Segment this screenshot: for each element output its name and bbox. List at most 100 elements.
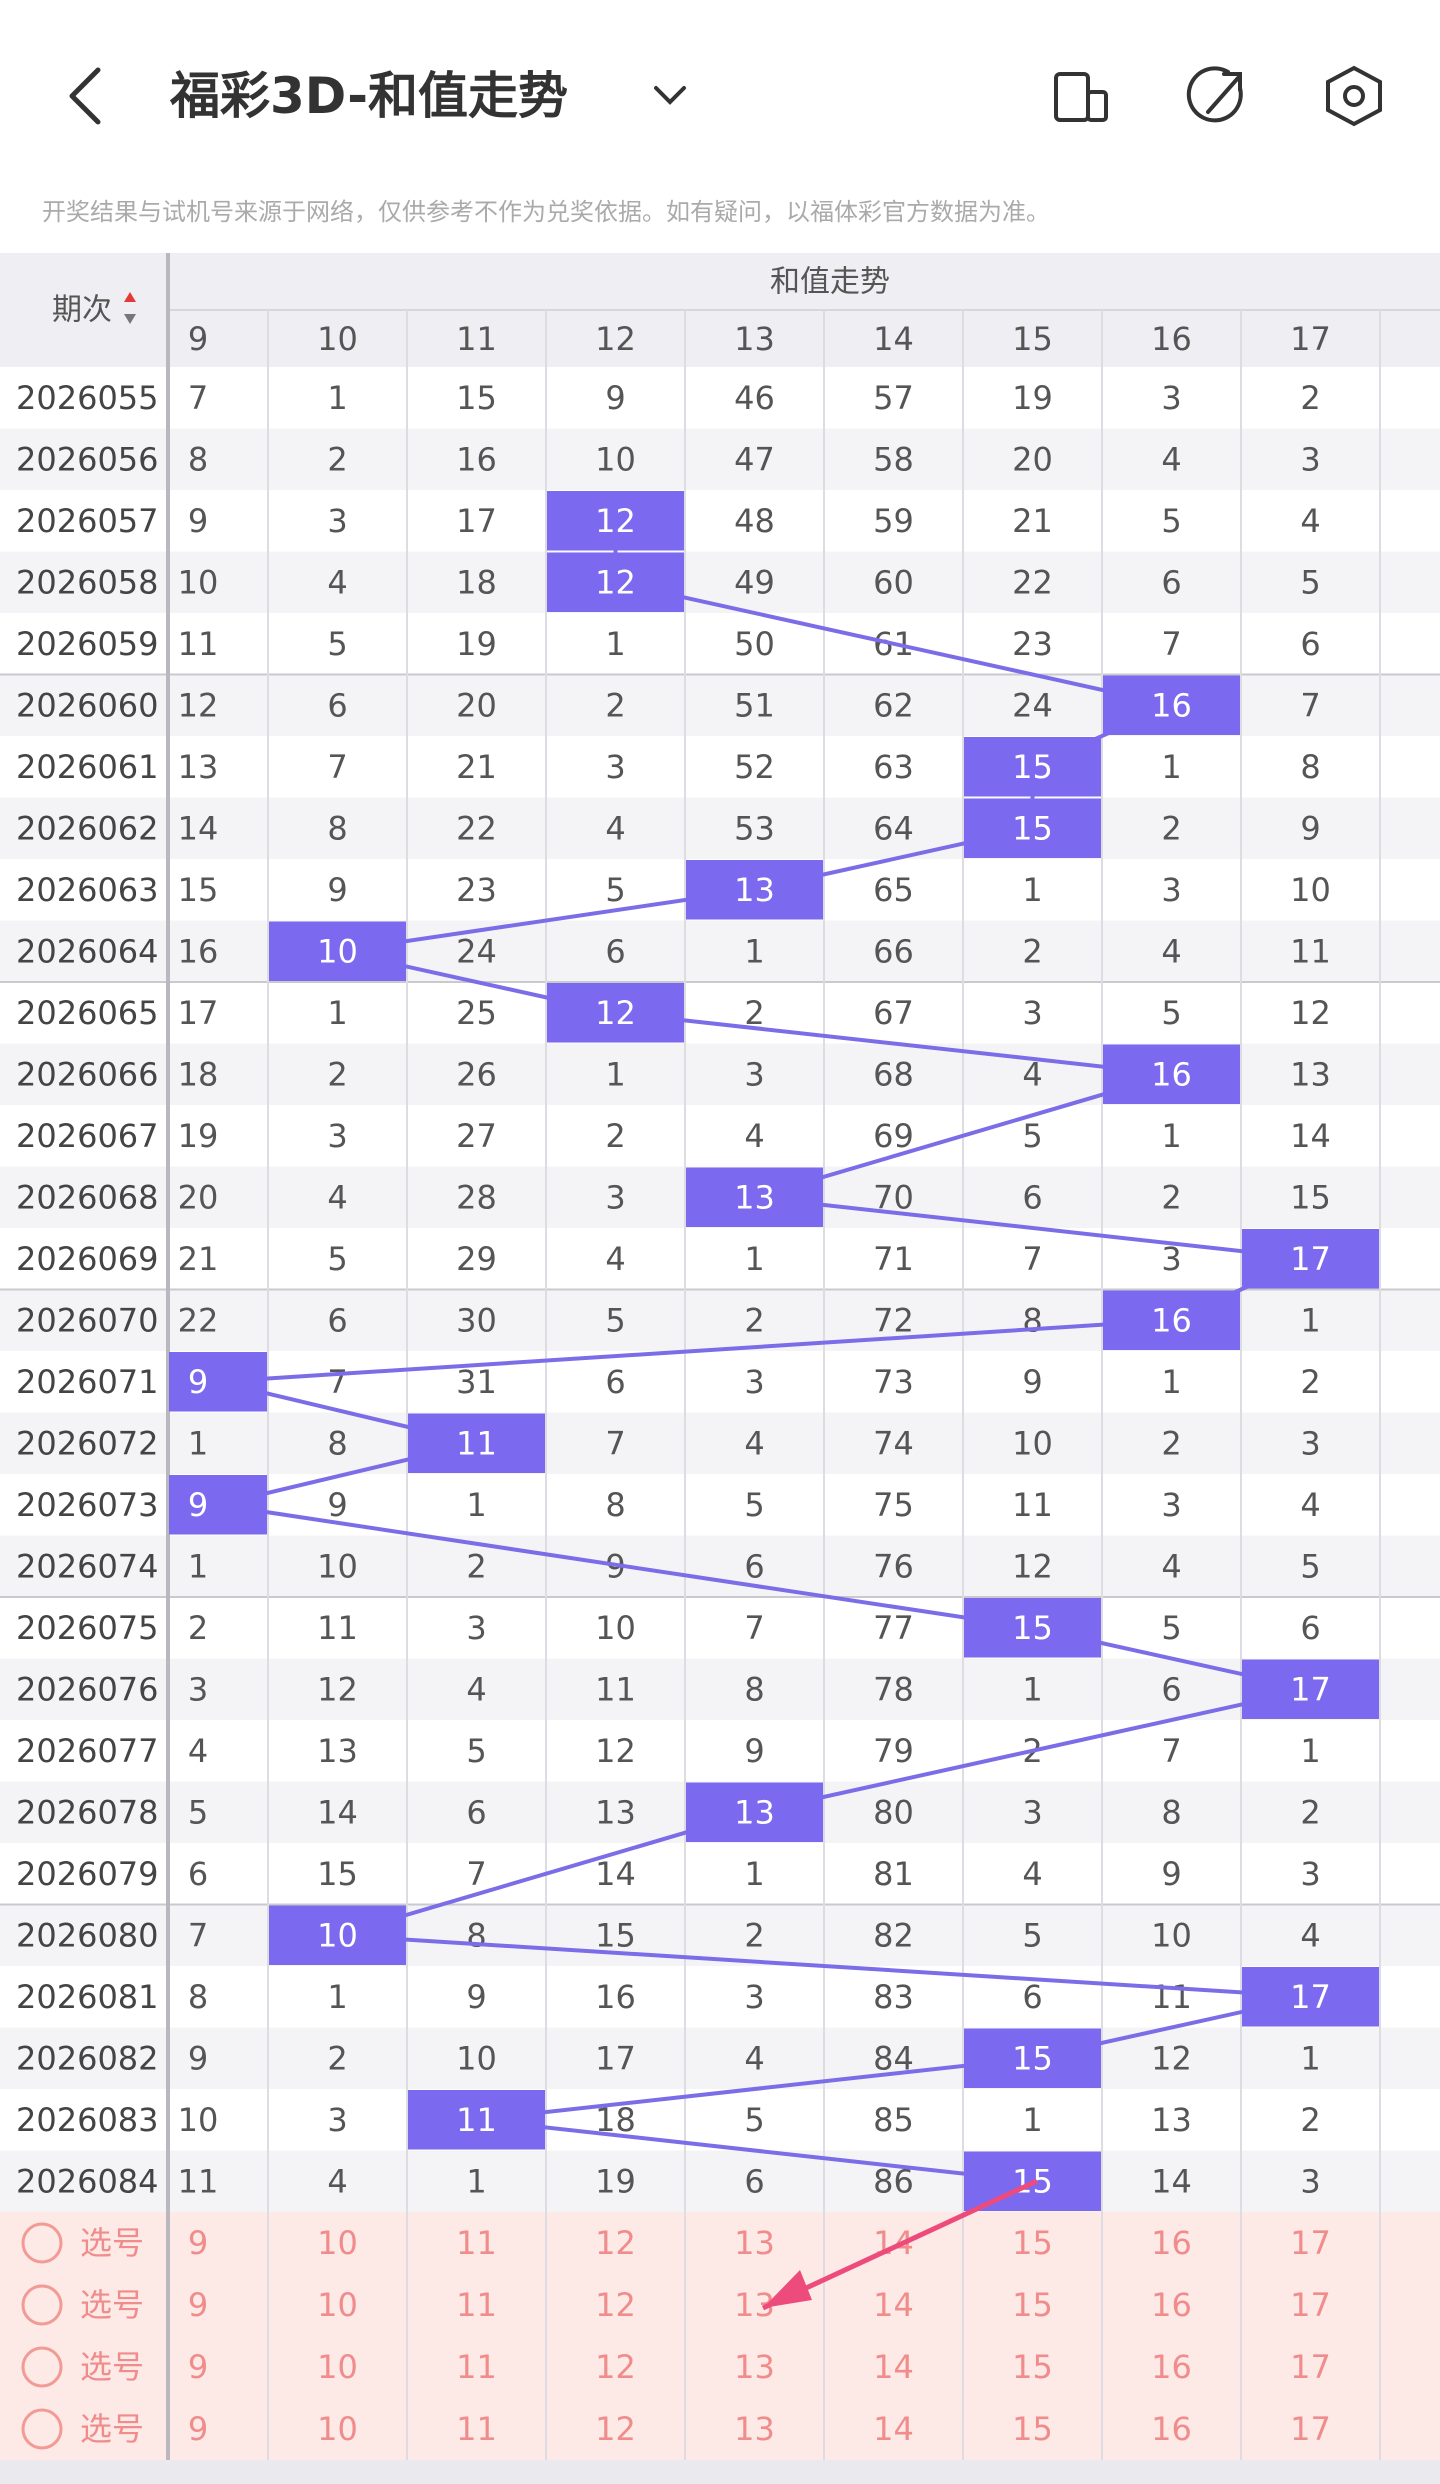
- select-number[interactable]: 15: [1012, 2348, 1053, 2386]
- period: 2026071: [16, 1363, 159, 1401]
- row-bg: [0, 797, 1440, 859]
- period: 2026077: [16, 1732, 159, 1770]
- icon-part: [1086, 90, 1108, 122]
- cell: 3: [744, 1055, 764, 1093]
- cell: 5: [605, 871, 625, 909]
- cell: 11: [1151, 1978, 1192, 2016]
- select-number[interactable]: 17: [1290, 2286, 1331, 2324]
- cell: 20: [178, 1178, 219, 1216]
- cell: 12: [1290, 994, 1331, 1032]
- icon-part: [1343, 85, 1365, 107]
- select-number[interactable]: 12: [595, 2410, 636, 2448]
- cell: 25: [456, 994, 497, 1032]
- hit-cell: [547, 491, 684, 551]
- select-number[interactable]: 9: [188, 2348, 208, 2386]
- cell: 9: [744, 1732, 764, 1770]
- hit-cell: [169, 1352, 267, 1412]
- period-header[interactable]: 期次: [52, 293, 112, 328]
- select-number[interactable]: 14: [873, 2410, 914, 2448]
- cell: 10: [178, 563, 219, 601]
- cell: 30: [456, 1301, 497, 1339]
- select-number[interactable]: 15: [1012, 2224, 1053, 2262]
- cell: 5: [1022, 1916, 1042, 1954]
- share-icon[interactable]: [1186, 66, 1243, 123]
- cell: 1: [327, 994, 347, 1032]
- period: 2026076: [16, 1670, 159, 1708]
- select-number[interactable]: 9: [188, 2224, 208, 2262]
- cell: 67: [873, 994, 914, 1032]
- select-number[interactable]: 16: [1151, 2224, 1192, 2262]
- cell: 5: [188, 1793, 208, 1831]
- cell: 10: [1012, 1424, 1053, 1462]
- hit-number: 15: [1012, 2039, 1053, 2077]
- select-number[interactable]: 12: [595, 2348, 636, 2386]
- select-number[interactable]: 16: [1151, 2286, 1192, 2324]
- select-number[interactable]: 16: [1151, 2410, 1192, 2448]
- cell: 58: [873, 440, 914, 478]
- column-header: 9: [188, 320, 208, 358]
- cell: 10: [1151, 1916, 1192, 1954]
- select-label: 选号: [80, 2348, 144, 2386]
- cell: 6: [744, 1547, 764, 1585]
- column-header: 13: [734, 320, 775, 358]
- select-number[interactable]: 13: [734, 2410, 775, 2448]
- cell: 7: [605, 1424, 625, 1462]
- hit-cell: [686, 860, 823, 920]
- select-number[interactable]: 14: [873, 2348, 914, 2386]
- cell: 8: [188, 440, 208, 478]
- select-number[interactable]: 17: [1290, 2410, 1331, 2448]
- notice: 开奖结果与试机号来源于网络，仅供参考不作为兑奖依据。如有疑问，以福体彩官方数据为…: [42, 198, 1050, 226]
- row-bg: [0, 1535, 1440, 1597]
- hit-cell: [1242, 1229, 1379, 1289]
- cell: 6: [605, 1363, 625, 1401]
- select-number[interactable]: 11: [456, 2286, 497, 2324]
- cell: 6: [1300, 625, 1320, 663]
- hit-cell: [269, 921, 406, 981]
- cell: 17: [178, 994, 219, 1032]
- row-bg: [0, 1658, 1440, 1720]
- select-number[interactable]: 17: [1290, 2224, 1331, 2262]
- select-number[interactable]: 15: [1012, 2410, 1053, 2448]
- cell: 72: [873, 1301, 914, 1339]
- layout-icon[interactable]: [1054, 72, 1108, 122]
- select-number[interactable]: 13: [734, 2224, 775, 2262]
- cell: 5: [605, 1301, 625, 1339]
- cell: 5: [1161, 1609, 1181, 1647]
- hit-number: 17: [1290, 1978, 1331, 2016]
- cell: 4: [744, 2039, 764, 2077]
- cell: 62: [873, 686, 914, 724]
- cell: 22: [456, 809, 497, 847]
- hit-number: 15: [1012, 809, 1053, 847]
- cell: 14: [595, 1855, 636, 1893]
- select-number[interactable]: 10: [317, 2348, 358, 2386]
- select-number[interactable]: 14: [873, 2286, 914, 2324]
- select-number[interactable]: 10: [317, 2286, 358, 2324]
- select-number[interactable]: 16: [1151, 2348, 1192, 2386]
- select-number[interactable]: 9: [188, 2410, 208, 2448]
- cell: 1: [744, 1855, 764, 1893]
- cell: 8: [327, 1424, 347, 1462]
- select-number[interactable]: 17: [1290, 2348, 1331, 2386]
- select-number[interactable]: 15: [1012, 2286, 1053, 2324]
- select-number[interactable]: 12: [595, 2286, 636, 2324]
- settings-icon[interactable]: [1326, 65, 1382, 127]
- select-number[interactable]: 11: [456, 2224, 497, 2262]
- cell: 6: [466, 1793, 486, 1831]
- period: 2026056: [16, 440, 159, 478]
- select-number[interactable]: 9: [188, 2286, 208, 2324]
- back-button[interactable]: [69, 67, 101, 125]
- select-number[interactable]: 12: [595, 2224, 636, 2262]
- title-dropdown[interactable]: [654, 86, 686, 105]
- select-number[interactable]: 10: [317, 2410, 358, 2448]
- period: 2026075: [16, 1609, 159, 1647]
- hit-number: 17: [1290, 1240, 1331, 1278]
- select-number[interactable]: 13: [734, 2348, 775, 2386]
- cell: 6: [1161, 563, 1181, 601]
- cell: 6: [744, 2162, 764, 2200]
- cell: 9: [327, 871, 347, 909]
- select-number[interactable]: 11: [456, 2348, 497, 2386]
- select-number[interactable]: 11: [456, 2410, 497, 2448]
- column-header: 12: [595, 320, 636, 358]
- select-number[interactable]: 10: [317, 2224, 358, 2262]
